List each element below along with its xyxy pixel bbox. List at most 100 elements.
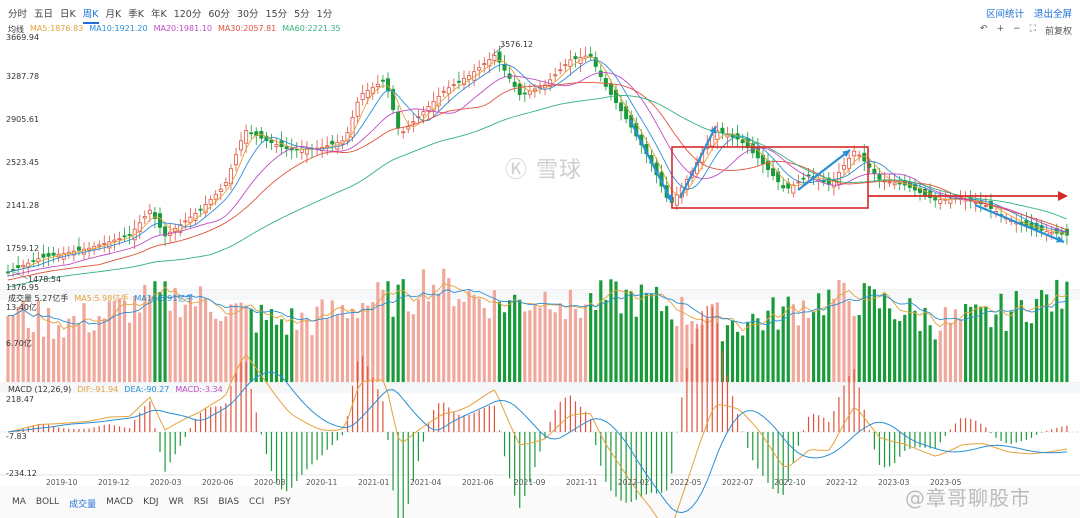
indicator-tab[interactable]: RSI (193, 497, 209, 507)
volume-bar (791, 304, 795, 382)
macd-dif-line (7, 353, 1068, 518)
volume-bar (204, 299, 208, 382)
exit-fullscreen-button[interactable]: 退出全屏 (1033, 9, 1072, 20)
blue-arrow-head (709, 126, 716, 134)
period-tab[interactable]: 五日 (34, 9, 54, 20)
indicator-tab[interactable]: CCI (249, 497, 265, 507)
period-tab[interactable]: 60分 (208, 9, 230, 20)
x-axis-label: 2022-05 (670, 478, 702, 487)
volume-bar (634, 316, 638, 382)
period-tab[interactable]: 120分 (173, 9, 202, 20)
indicator-tab[interactable]: WR (168, 497, 184, 507)
volume-bar (259, 304, 263, 382)
indicator-tab[interactable]: BIAS (218, 497, 240, 507)
moving-average-line (7, 56, 1068, 273)
period-tab[interactable]: 15分 (265, 9, 288, 20)
ma-label: 均线 (8, 25, 24, 34)
indicator-tab[interactable]: KDJ (143, 497, 159, 507)
candle-body (198, 208, 203, 211)
candle-body (41, 253, 46, 258)
range-stats-button[interactable]: 区间统计 (985, 9, 1024, 20)
volume-bar (766, 310, 770, 382)
x-axis-label: 2022-02 (618, 478, 650, 487)
candle-body (720, 127, 725, 134)
period-tab[interactable]: 5分 (294, 9, 310, 20)
volume-bar (46, 307, 51, 382)
volume-bar (477, 298, 481, 382)
period-tab[interactable]: 日K (60, 9, 76, 20)
volume-bar (568, 289, 572, 382)
volume-bar (1055, 279, 1059, 382)
period-tab[interactable]: 年K (150, 9, 167, 20)
volume-bar (1050, 311, 1054, 382)
macd-legend: MACD (12,26,9) DIF:-91.94 DEA:-90.27 MAC… (8, 385, 223, 394)
x-axis-label: 2021-04 (410, 478, 442, 487)
volume-bar (614, 281, 618, 382)
volume-legend: 成交量 5.27亿手 MA5:5.98亿手 MA10:6.91亿手 (8, 293, 193, 304)
volume-bar (102, 318, 106, 382)
volume-bar (229, 304, 233, 382)
fullscreen-icon[interactable]: ⛶ (1029, 24, 1036, 34)
zoom-out-icon[interactable]: − (1013, 24, 1021, 34)
candle-body (568, 59, 573, 67)
volume-bar (239, 302, 243, 382)
period-tab[interactable]: 1分 (316, 9, 333, 20)
top-toolbar: 分时 五日 日K 周K 月K 季K 年K 120分 60分 30分 15分 5分 1分 区间统计 退出全… (0, 0, 1080, 24)
period-tab[interactable]: 月K (105, 9, 122, 20)
indicator-tab[interactable]: MACD (106, 497, 134, 507)
watermark-text: 雪球 (536, 158, 583, 183)
candle-body (482, 63, 487, 65)
volume-bar (594, 309, 598, 382)
ma60-value: MA60:2221.35 (282, 24, 341, 33)
volume-bar (133, 295, 137, 382)
volume-bar (320, 299, 324, 382)
volume-bar (442, 268, 446, 382)
candle-body (791, 184, 796, 194)
volume-bar (604, 299, 608, 382)
volume-bar (209, 311, 213, 382)
candle-body (355, 101, 360, 117)
candle-body (456, 80, 461, 83)
moving-average-line (7, 95, 1068, 288)
candle-body (973, 202, 978, 204)
volume-bar (923, 307, 927, 382)
candle-body (163, 226, 168, 237)
indicator-tab[interactable]: BOLL (35, 497, 60, 507)
volume-bar (198, 286, 203, 382)
indicator-tab[interactable]: PSY (274, 497, 291, 507)
volume-bar (801, 300, 806, 382)
volume-bar (57, 325, 61, 382)
volume-bar (492, 290, 496, 382)
period-tab[interactable]: 分时 (8, 9, 28, 20)
indicator-tab[interactable]: 成交量 (69, 500, 97, 510)
x-axis-label: 2020-11 (306, 478, 338, 487)
indicator-tab[interactable]: MA (12, 497, 26, 507)
volume-bar (224, 316, 228, 382)
zoom-in-icon[interactable]: + (996, 24, 1005, 34)
volume-label: 成交量 5.27亿手 (8, 294, 69, 303)
period-tab[interactable]: 30分 (236, 9, 259, 20)
volume-bar (219, 321, 223, 382)
period-tab[interactable]: 周K (82, 6, 99, 24)
volume-bar (295, 329, 299, 382)
volume-bar (411, 314, 415, 382)
candle-body (933, 197, 938, 201)
volume-bar (548, 309, 552, 382)
volume-bar (599, 280, 603, 382)
volume-bar (725, 325, 730, 382)
candle-body (365, 89, 370, 98)
x-axis-label: 2021-01 (358, 478, 390, 487)
x-axis-label: 2020-06 (202, 478, 234, 487)
period-tab[interactable]: 季K (128, 9, 144, 20)
candle-body (938, 199, 943, 204)
adjust-mode[interactable]: 前复权 (1044, 27, 1072, 37)
volume-bar (852, 315, 856, 382)
main-legend: 均线 MA5:1876.83 MA10:1921.20 MA20:1981.10… (8, 24, 341, 35)
volume-bar (736, 331, 740, 382)
volume-bar (325, 318, 329, 382)
undo-icon[interactable]: ↶ (980, 24, 988, 34)
volume-bar (244, 305, 248, 382)
candle-body (948, 198, 953, 204)
volume-bar (168, 310, 172, 382)
